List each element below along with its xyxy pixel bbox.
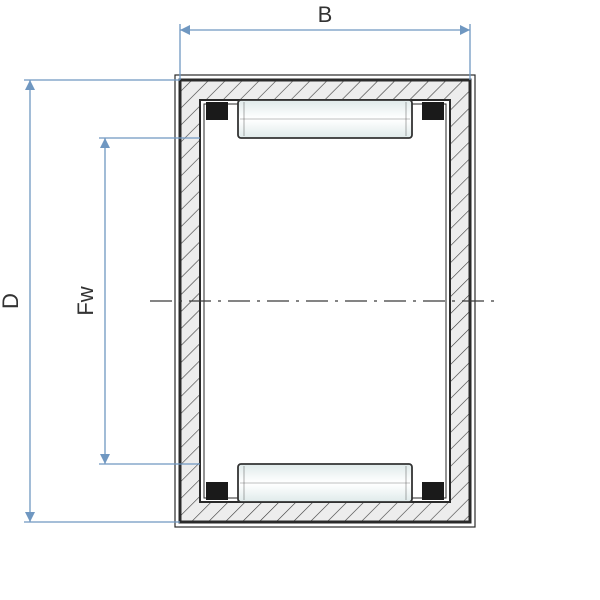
cage-block-top-right [422, 102, 444, 120]
cage-block-bottom-right [422, 482, 444, 500]
dim-label-b: B [318, 2, 333, 27]
cage-block-bottom-left [206, 482, 228, 500]
cage-block-top-left [206, 102, 228, 120]
dim-label-fw: Fw [73, 286, 98, 315]
dim-label-d: D [0, 293, 23, 309]
